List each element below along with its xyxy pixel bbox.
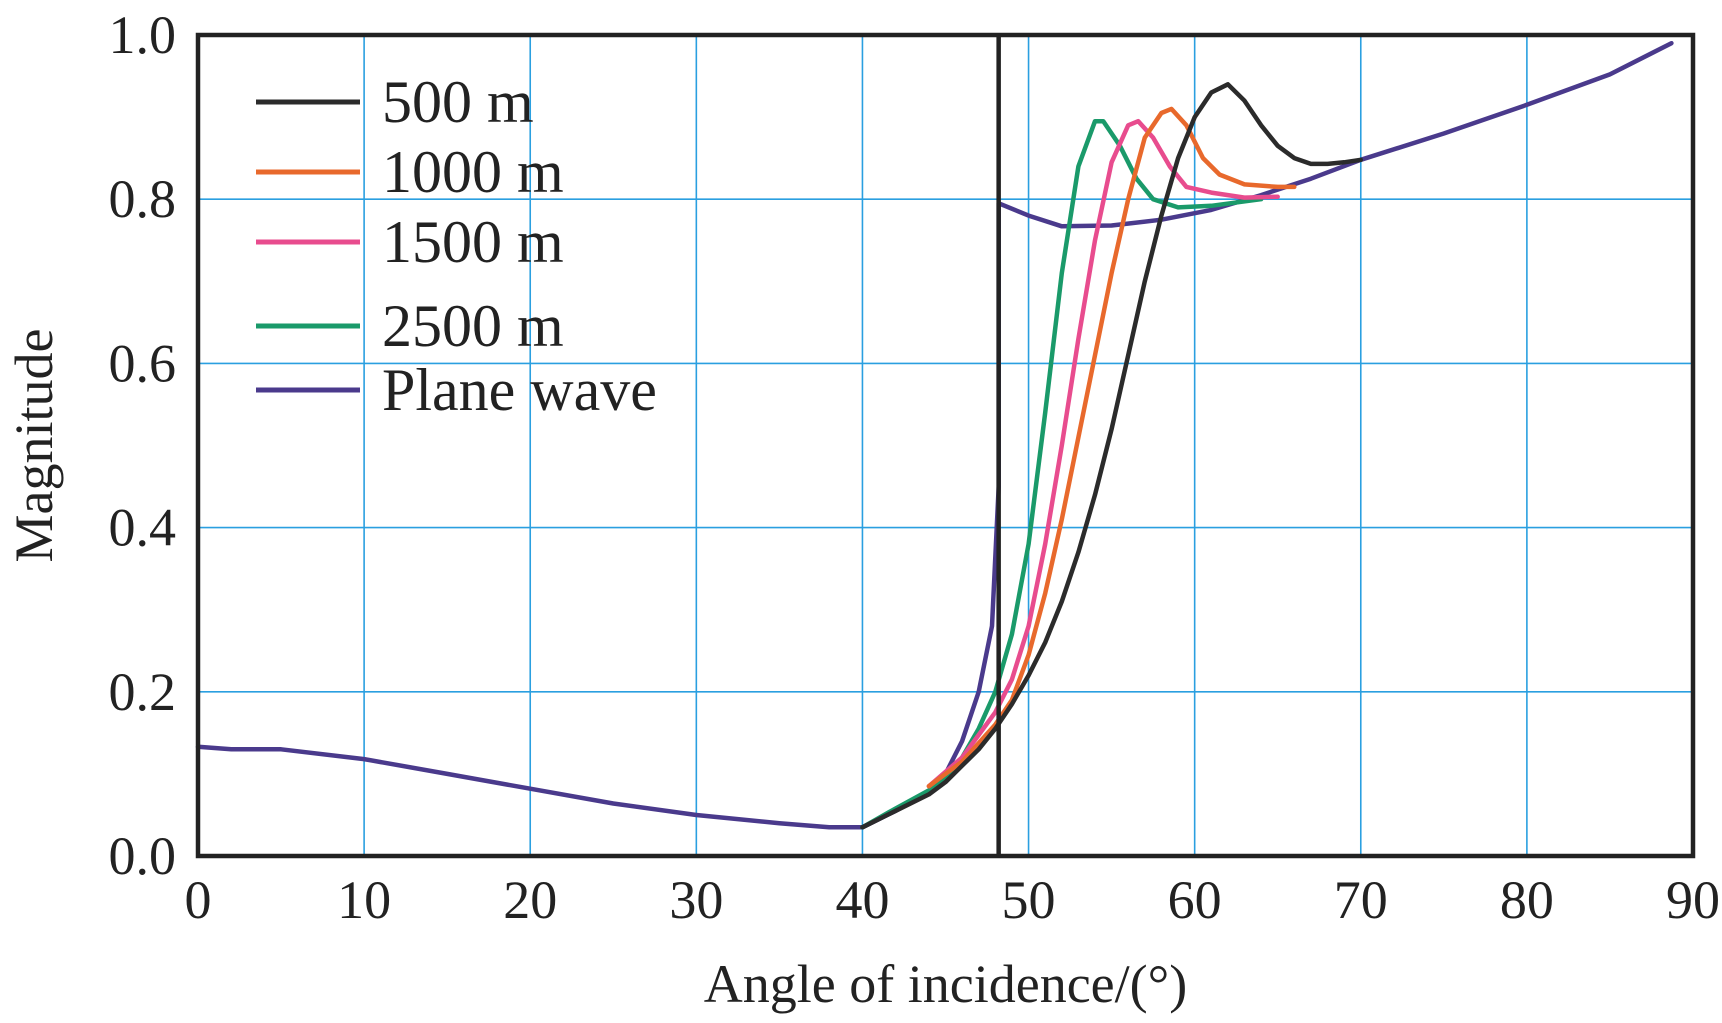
series-line-plane-wave [195, 40, 1674, 830]
x-tick-label: 20 [503, 870, 557, 930]
x-tick-label: 70 [1334, 870, 1388, 930]
x-tick-label: 60 [1168, 870, 1222, 930]
plot-frame [195, 32, 1696, 859]
x-axis-label: Angle of incidence/(°) [704, 954, 1187, 1014]
series-line-1000-m [926, 106, 1297, 789]
x-tick-label: 10 [337, 870, 391, 930]
y-axis-label: Magnitude [4, 329, 64, 563]
x-tick-label: 40 [835, 870, 889, 930]
legend-item: 1000 m [256, 139, 564, 205]
legend-item: 1500 m [256, 209, 564, 275]
x-tick-label: 0 [185, 870, 212, 930]
y-tick-label: 0.2 [109, 662, 177, 722]
x-tick-labels: 0 10 20 30 40 50 60 70 80 90 [185, 870, 1721, 930]
y-tick-label: 1.0 [109, 5, 177, 65]
legend-label: 500 m [382, 69, 534, 135]
y-tick-label: 0.6 [109, 333, 177, 393]
y-tick-label: 0.4 [109, 498, 177, 558]
x-tick-label: 80 [1500, 870, 1554, 930]
legend-label: Plane wave [382, 357, 657, 423]
legend-label: 2500 m [382, 293, 564, 359]
legend-item: 2500 m [256, 293, 564, 359]
series-line-500-m [860, 82, 1364, 830]
legend-label: 1000 m [382, 139, 564, 205]
x-tick-label: 90 [1666, 870, 1720, 930]
series-group [195, 40, 1674, 830]
grid [198, 35, 1693, 856]
series-line-1500-m [926, 118, 1280, 789]
legend-item: 500 m [256, 69, 534, 135]
y-tick-label: 0.0 [109, 826, 177, 886]
x-tick-label: 30 [669, 870, 723, 930]
legend-item: Plane wave [256, 357, 657, 423]
legend-label: 1500 m [382, 209, 564, 275]
y-tick-label: 0.8 [109, 169, 177, 229]
y-tick-labels: 0.0 0.2 0.4 0.6 0.8 1.0 [109, 5, 177, 886]
x-tick-label: 50 [1002, 870, 1056, 930]
